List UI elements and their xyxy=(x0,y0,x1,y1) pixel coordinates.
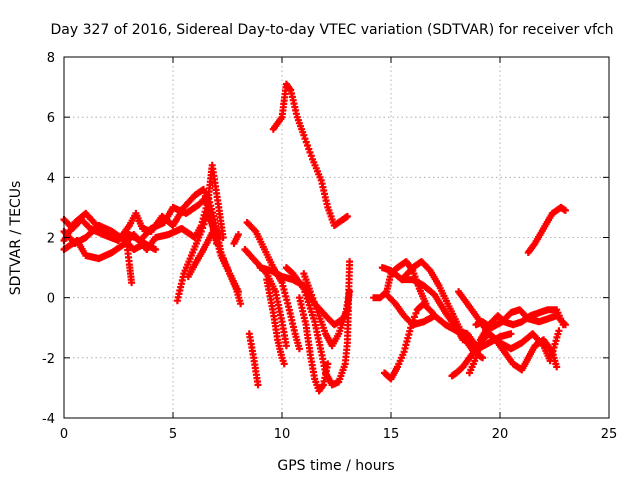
x-tick-label: 20 xyxy=(492,427,509,442)
series-t6 xyxy=(173,209,245,308)
series-markers xyxy=(173,209,245,308)
y-tick-label: 0 xyxy=(47,292,55,307)
series-t17 xyxy=(295,294,332,395)
series-t12 xyxy=(263,276,288,368)
series-markers xyxy=(245,330,262,389)
y-tick-label: 4 xyxy=(47,171,55,186)
series-t16 xyxy=(300,270,354,350)
series-t26 xyxy=(524,203,569,256)
series-t8 xyxy=(230,231,242,247)
data-layer xyxy=(60,80,569,395)
series-markers xyxy=(295,294,332,395)
series-markers xyxy=(472,306,569,332)
x-tick-label: 0 xyxy=(60,427,68,442)
y-tick-label: 2 xyxy=(47,232,55,247)
series-markers xyxy=(123,243,136,287)
series-t13 xyxy=(269,80,351,229)
series-t5 xyxy=(123,243,136,287)
x-tick-label: 25 xyxy=(601,427,618,442)
series-markers xyxy=(230,231,242,247)
series-t20 xyxy=(381,300,436,383)
y-tick-label: -4 xyxy=(42,412,55,427)
series-markers xyxy=(269,80,351,229)
x-axis-label: GPS time / hours xyxy=(277,458,394,474)
y-tick-label: -2 xyxy=(42,352,55,367)
y-tick-label: 6 xyxy=(47,111,55,126)
series-markers xyxy=(263,276,288,368)
series-markers xyxy=(524,203,569,256)
y-axis-label: SDTVAR / TECUs xyxy=(8,181,24,296)
y-tick-label: 8 xyxy=(47,51,55,66)
series-markers xyxy=(381,300,436,383)
series-markers xyxy=(300,270,354,350)
series-t9 xyxy=(245,330,262,389)
x-tick-label: 10 xyxy=(274,427,291,442)
series-markers xyxy=(184,225,223,281)
x-tick-label: 15 xyxy=(383,427,400,442)
series-t10 xyxy=(243,219,303,353)
series-t27 xyxy=(472,306,569,332)
tick-layer: 0 5 10 15 20 25 -4 -2 0 2 4 6 8 xyxy=(42,51,617,442)
series-t7 xyxy=(184,225,223,281)
x-tick-label: 5 xyxy=(169,427,177,442)
chart-title: Day 327 of 2016, Sidereal Day-to-day VTE… xyxy=(50,22,613,38)
series-markers xyxy=(243,219,303,353)
